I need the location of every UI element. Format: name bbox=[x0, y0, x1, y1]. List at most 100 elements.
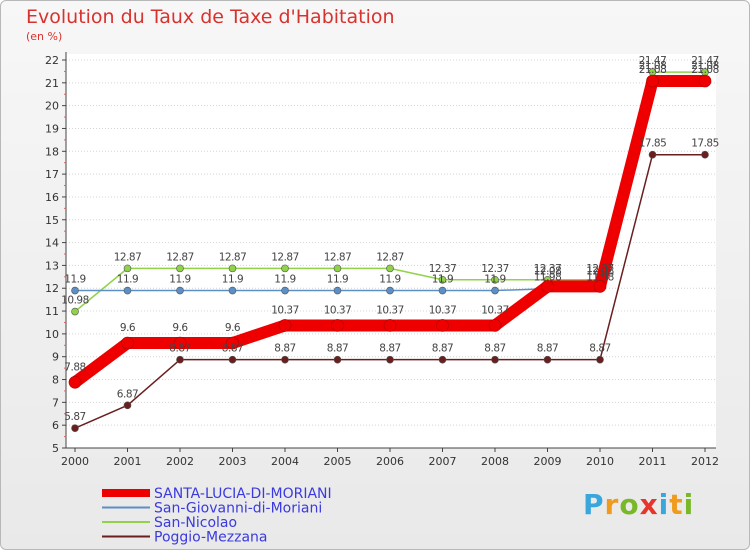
data-point bbox=[123, 264, 132, 273]
y-tick-label: 15 bbox=[45, 214, 59, 227]
data-point bbox=[281, 264, 289, 273]
data-label: 11.9 bbox=[432, 274, 453, 286]
data-point bbox=[71, 286, 79, 295]
data-point bbox=[386, 355, 394, 364]
data-label: 8.87 bbox=[432, 343, 453, 355]
y-tick-label: 13 bbox=[45, 259, 59, 272]
data-point bbox=[541, 280, 554, 293]
y-tick-label: 20 bbox=[45, 100, 59, 113]
data-label: 21.08 bbox=[691, 64, 719, 76]
data-point bbox=[228, 286, 237, 295]
data-label: 21.08 bbox=[639, 64, 667, 76]
y-tick-label: 6 bbox=[52, 419, 59, 432]
data-point bbox=[438, 286, 447, 295]
y-tick-label: 10 bbox=[45, 328, 59, 341]
data-point bbox=[383, 319, 397, 332]
y-tick-label: 22 bbox=[45, 54, 59, 67]
data-label: 17.85 bbox=[639, 138, 667, 150]
logo-letter: x bbox=[639, 488, 659, 521]
data-label: 8.87 bbox=[169, 343, 190, 355]
data-point bbox=[123, 286, 132, 295]
data-label: 11.9 bbox=[64, 274, 85, 286]
data-point bbox=[226, 336, 239, 350]
legend-label: San-Giovanni-di-Moriani bbox=[154, 501, 322, 517]
y-tick-label: 16 bbox=[45, 191, 59, 204]
data-label: 11.9 bbox=[379, 274, 400, 286]
x-tick-label: 2010 bbox=[586, 455, 614, 468]
data-label: 21.08 bbox=[691, 60, 719, 72]
y-tick-label: 14 bbox=[45, 237, 59, 250]
data-point bbox=[488, 319, 502, 332]
data-label: 9.6 bbox=[120, 322, 136, 334]
data-label: 8.87 bbox=[274, 343, 295, 355]
x-tick-label: 2006 bbox=[376, 455, 404, 468]
data-label: 8.87 bbox=[484, 343, 505, 355]
data-label: 11.9 bbox=[327, 274, 348, 286]
data-label: 12.87 bbox=[271, 251, 299, 263]
x-tick-label: 2001 bbox=[114, 455, 142, 468]
data-label: 21.47 bbox=[639, 55, 667, 67]
data-label: 21.08 bbox=[639, 60, 667, 72]
data-point bbox=[701, 150, 709, 159]
data-label: 10.37 bbox=[429, 304, 457, 316]
data-point bbox=[593, 280, 607, 293]
data-label: 10.98 bbox=[61, 295, 89, 307]
data-label: 8.87 bbox=[327, 343, 348, 355]
data-label: 7.88 bbox=[64, 361, 85, 373]
data-label: 11.98 bbox=[534, 272, 562, 284]
data-point bbox=[281, 286, 289, 295]
logo-letter: i bbox=[658, 488, 670, 521]
data-label: 9.6 bbox=[172, 322, 188, 334]
y-tick-label: 17 bbox=[45, 168, 59, 181]
data-point bbox=[176, 286, 184, 295]
data-label: 10.37 bbox=[324, 304, 352, 316]
x-tick-label: 2009 bbox=[534, 455, 562, 468]
data-label: 8.87 bbox=[589, 343, 610, 355]
data-point bbox=[543, 355, 552, 364]
data-label: 8.87 bbox=[537, 343, 558, 355]
data-label: 21.47 bbox=[691, 55, 719, 67]
data-label: 12.37 bbox=[534, 263, 562, 275]
data-label: 11.98 bbox=[586, 272, 614, 284]
y-tick-label: 21 bbox=[45, 77, 59, 90]
logo-letter: P bbox=[583, 488, 605, 521]
data-label: 12.87 bbox=[114, 251, 142, 263]
data-point bbox=[438, 355, 447, 364]
data-label: 12.08 bbox=[534, 265, 562, 277]
data-label: 8.87 bbox=[379, 343, 400, 355]
data-label: 11.9 bbox=[169, 274, 190, 286]
data-point bbox=[386, 264, 394, 273]
data-point bbox=[121, 336, 134, 350]
data-label: 5.87 bbox=[64, 411, 85, 423]
y-tick-label: 9 bbox=[52, 351, 59, 364]
data-point bbox=[68, 375, 82, 389]
y-tick-label: 8 bbox=[52, 374, 59, 387]
data-point bbox=[278, 319, 292, 332]
x-tick-label: 2002 bbox=[166, 455, 194, 468]
data-point bbox=[386, 286, 394, 295]
data-label: 10.37 bbox=[271, 304, 299, 316]
data-label: 12.08 bbox=[586, 265, 614, 277]
y-tick-label: 18 bbox=[45, 145, 59, 158]
data-point bbox=[173, 336, 187, 350]
data-point bbox=[176, 355, 184, 364]
data-point bbox=[646, 74, 659, 88]
y-tick-label: 7 bbox=[52, 396, 59, 409]
legend-label: San-Nicolao bbox=[154, 515, 237, 531]
data-label: 11.9 bbox=[222, 274, 243, 286]
data-label: 9.6 bbox=[225, 322, 241, 334]
data-point bbox=[438, 275, 447, 284]
x-tick-label: 2011 bbox=[639, 455, 667, 468]
data-point bbox=[436, 319, 449, 332]
data-point bbox=[333, 355, 342, 364]
legend-label: SANTA-LUCIA-DI-MORIANI bbox=[154, 486, 332, 502]
x-tick-label: 2000 bbox=[61, 455, 89, 468]
data-label: 10.37 bbox=[481, 304, 509, 316]
data-point bbox=[596, 355, 604, 364]
legend-label: Poggio-Mezzana bbox=[154, 530, 267, 546]
data-label: 11.9 bbox=[117, 274, 138, 286]
data-point bbox=[228, 355, 237, 364]
data-label: 12.87 bbox=[166, 251, 194, 263]
y-tick-label: 5 bbox=[52, 442, 59, 455]
data-point bbox=[176, 264, 184, 273]
